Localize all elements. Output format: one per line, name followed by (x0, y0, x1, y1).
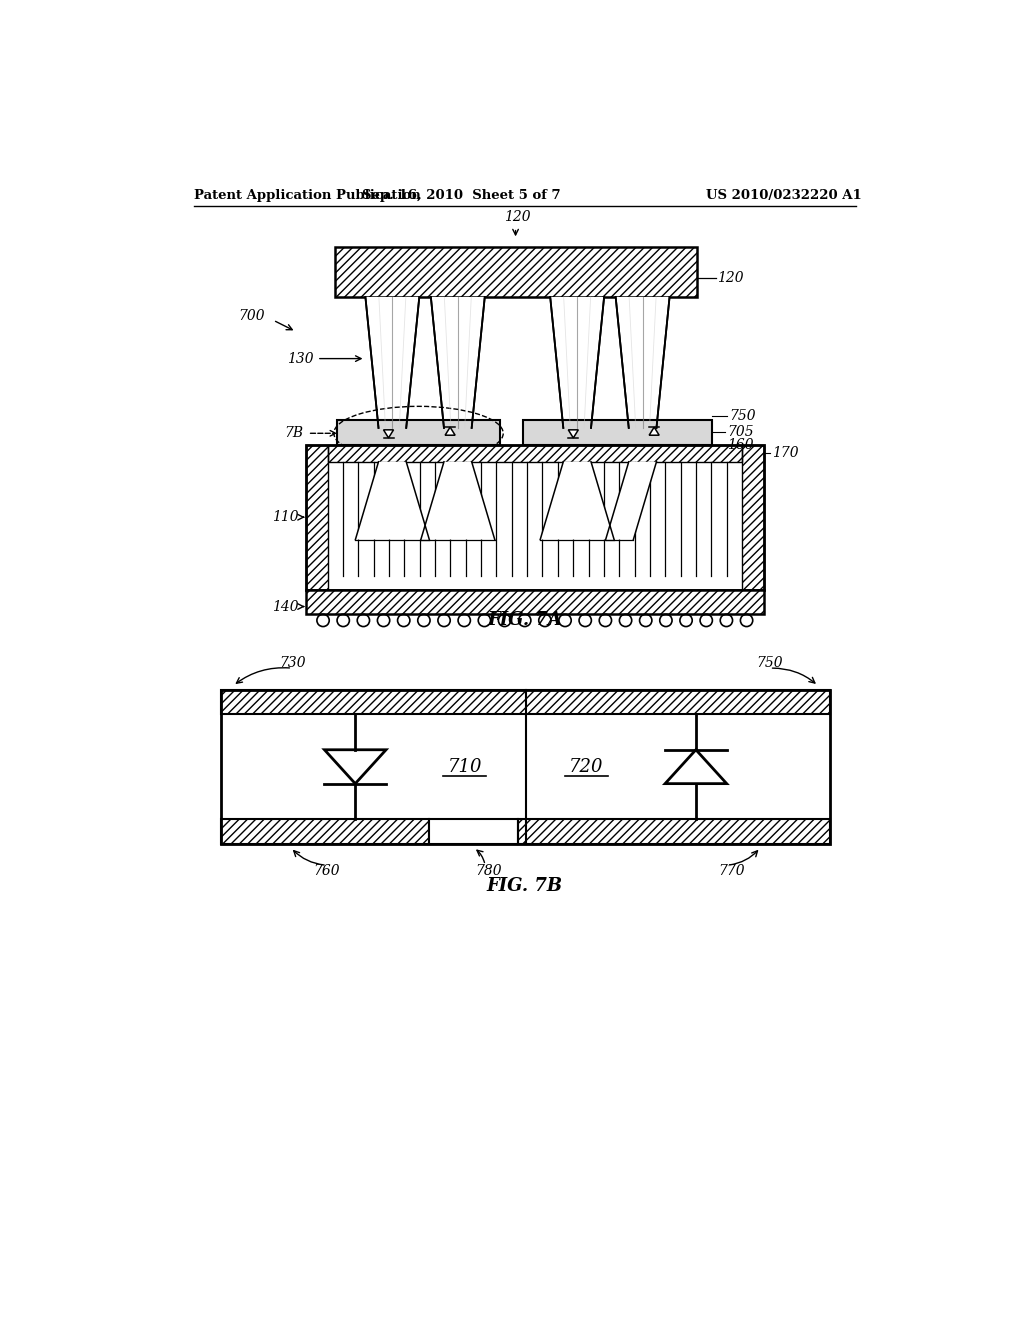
Bar (518, 818, 829, 843)
Polygon shape (550, 297, 604, 428)
Text: 110: 110 (271, 511, 298, 524)
Text: 170: 170 (772, 446, 799, 459)
Bar (742, 445, 764, 590)
Bar (221, 818, 429, 843)
Bar (221, 690, 829, 714)
Bar (328, 445, 742, 462)
Polygon shape (615, 297, 670, 428)
Text: 750: 750 (757, 656, 783, 669)
Polygon shape (605, 462, 656, 540)
Bar (221, 690, 829, 714)
Text: 780: 780 (476, 863, 503, 878)
Text: 700: 700 (239, 309, 265, 323)
Bar (306, 590, 764, 614)
Polygon shape (421, 462, 495, 540)
Polygon shape (666, 750, 727, 784)
Text: Patent Application Publication: Patent Application Publication (194, 189, 421, 202)
Polygon shape (445, 428, 455, 436)
Bar (335, 247, 696, 297)
Bar (429, 818, 518, 843)
Polygon shape (541, 462, 614, 540)
Text: 760: 760 (313, 863, 340, 878)
Bar (221, 818, 429, 843)
Bar (335, 247, 696, 297)
Polygon shape (568, 430, 579, 438)
Text: 770: 770 (718, 863, 744, 878)
Bar (523, 420, 712, 445)
Bar (328, 445, 742, 462)
Polygon shape (366, 297, 419, 428)
Text: FIG. 7A: FIG. 7A (487, 611, 562, 630)
Bar (306, 590, 764, 614)
Bar (221, 689, 829, 843)
Text: 140: 140 (271, 599, 298, 614)
Text: 130: 130 (287, 351, 313, 366)
Text: 730: 730 (279, 656, 305, 669)
Bar (337, 420, 500, 445)
Polygon shape (384, 430, 393, 438)
Bar (306, 445, 764, 590)
Text: 120: 120 (717, 271, 743, 285)
Text: 750: 750 (730, 409, 757, 424)
Bar (306, 445, 328, 590)
Text: Sep. 16, 2010  Sheet 5 of 7: Sep. 16, 2010 Sheet 5 of 7 (362, 189, 561, 202)
Polygon shape (431, 297, 484, 428)
Polygon shape (649, 428, 659, 436)
Bar (306, 445, 328, 590)
Text: 710: 710 (447, 758, 482, 776)
Text: FIG. 7B: FIG. 7B (486, 876, 563, 895)
Polygon shape (325, 750, 386, 784)
Text: 720: 720 (569, 758, 604, 776)
Polygon shape (355, 462, 429, 540)
Text: 705: 705 (727, 425, 754, 438)
Bar (518, 818, 829, 843)
Text: 160: 160 (727, 438, 754, 451)
Bar (742, 445, 764, 590)
Text: 7B: 7B (285, 426, 304, 441)
Text: US 2010/0232220 A1: US 2010/0232220 A1 (707, 189, 862, 202)
Text: 120: 120 (504, 210, 530, 224)
